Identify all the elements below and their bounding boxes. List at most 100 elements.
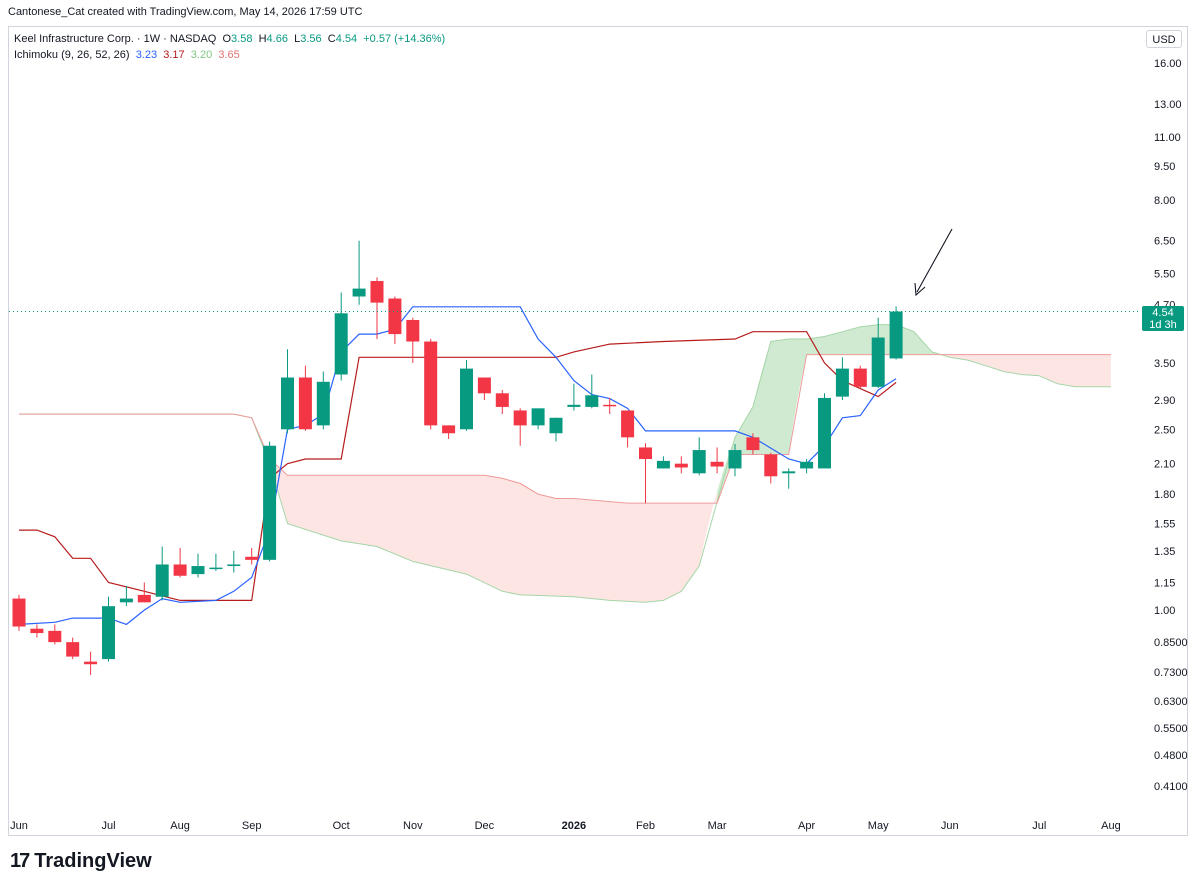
candle-body: [263, 445, 277, 560]
candle-body: [818, 397, 831, 469]
candle-body: [513, 410, 527, 426]
y-axis-tick-label: 2.50: [1154, 424, 1175, 436]
ichimoku-cloud: [19, 414, 257, 429]
candle-body: [692, 450, 706, 474]
candle-body: [567, 404, 581, 407]
bar-countdown: 1d 3h: [1149, 319, 1177, 331]
ichimoku-legend[interactable]: Ichimoku (9, 26, 52, 26) 3.23 3.17 3.20 …: [14, 47, 445, 63]
change-value: +0.57 (+14.36%): [363, 33, 446, 45]
y-axis-tick-label: 1.35: [1154, 546, 1175, 558]
candle-body: [477, 377, 491, 394]
candle-body: [316, 381, 330, 426]
y-axis-tick-label: 0.6300: [1154, 696, 1188, 708]
x-axis-tick-label: Jun: [10, 820, 28, 832]
candle-body: [370, 281, 384, 303]
y-axis-tick-label: 3.50: [1154, 358, 1175, 370]
y-axis-tick-label: 1.15: [1154, 577, 1175, 589]
ichimoku-tenkan-value: 3.23: [135, 49, 158, 61]
x-axis-tick-label: Dec: [475, 820, 495, 832]
x-axis-tick-label: Nov: [403, 820, 423, 832]
y-axis-tick-label: 13.00: [1154, 99, 1182, 111]
ichimoku-cloud: [256, 427, 718, 603]
y-axis-tick-label: 1.55: [1154, 519, 1175, 531]
last-price-value: 4.54: [1152, 307, 1174, 319]
y-axis-tick-label: 0.4100: [1154, 781, 1188, 793]
y-axis-tick-label: 11.00: [1154, 132, 1181, 144]
candle-body: [406, 319, 420, 342]
candle-body: [155, 564, 169, 597]
y-axis-tick-label: 0.7300: [1154, 667, 1188, 679]
x-axis-tick-label: Aug: [170, 820, 190, 832]
y-axis-tick-label: 0.5500: [1154, 723, 1188, 735]
high-label: H: [258, 33, 267, 45]
y-axis-tick-label: 2.90: [1154, 395, 1175, 407]
ichimoku-cloud: [717, 324, 946, 504]
candle-body: [352, 288, 366, 297]
y-axis-tick-label: 16.00: [1154, 58, 1182, 70]
candle-body: [782, 471, 796, 474]
annotation-arrow: [916, 228, 953, 293]
candle-body: [764, 454, 778, 477]
x-axis-tick-label: May: [868, 820, 889, 832]
y-axis-tick-label: 5.50: [1154, 269, 1175, 281]
candle-body: [835, 368, 849, 397]
candle-body: [12, 598, 26, 627]
candle-body: [495, 393, 509, 407]
candle-body: [281, 377, 294, 430]
x-axis-tick-label: Jul: [101, 820, 115, 832]
candle-body: [621, 410, 635, 438]
candle-body: [674, 463, 688, 468]
y-axis-tick-label: 2.10: [1154, 459, 1175, 471]
candle-body: [639, 447, 652, 460]
candle-body: [800, 461, 814, 469]
y-axis-tick-label: 8.00: [1154, 195, 1175, 207]
x-axis-tick-label: Feb: [636, 820, 655, 832]
candle-body: [585, 395, 599, 407]
y-axis-tick-label: 0.8500: [1154, 637, 1188, 649]
x-axis-tick-label: 2026: [562, 820, 586, 832]
candle-body: [531, 408, 545, 426]
close-label: C: [327, 33, 336, 45]
y-axis-tick-label: 1.80: [1154, 489, 1175, 501]
y-axis-tick-label: 6.50: [1154, 236, 1175, 248]
y-axis-tick-label: 1.00: [1154, 605, 1175, 617]
candle-body: [209, 567, 223, 570]
last-price-tag: 4.54 1d 3h: [1142, 306, 1184, 331]
ichimoku-kijun-value: 3.17: [163, 49, 185, 61]
high-value: 4.66: [266, 33, 288, 45]
kijun-sen-line: [19, 331, 897, 602]
annotation-arrow-head: [914, 282, 926, 297]
candle-body: [30, 628, 44, 634]
candle-body: [853, 368, 867, 387]
candle-body: [298, 377, 312, 430]
candle-body: [656, 460, 670, 469]
x-axis-tick-label: Aug: [1101, 820, 1121, 832]
open-value: 3.58: [231, 33, 253, 45]
candle-body: [710, 461, 724, 467]
candle-body: [746, 437, 760, 451]
ichimoku-label: Ichimoku (9, 26, 52, 26): [14, 49, 130, 61]
senkou-span-a-line: [19, 324, 1111, 603]
currency-button[interactable]: USD: [1146, 30, 1182, 48]
x-axis-tick-label: Jun: [941, 820, 959, 832]
candle-body: [245, 556, 259, 560]
ohlc-legend: Keel Infrastructure Corp. · 1W · NASDAQ …: [14, 31, 445, 47]
tradingview-logo[interactable]: 17 TradingView: [10, 850, 152, 873]
ichimoku-span-a-value: 3.20: [190, 49, 213, 61]
y-axis-tick-label: 0.4800: [1154, 750, 1188, 762]
x-axis-tick-label: Jul: [1032, 820, 1046, 832]
candle-body: [424, 341, 438, 426]
candle-body: [173, 564, 187, 576]
candle-body: [66, 642, 80, 657]
candle-body: [889, 311, 903, 359]
candle-body: [549, 417, 563, 434]
candle-body: [84, 661, 98, 665]
symbol-name[interactable]: Keel Infrastructure Corp. · 1W · NASDAQ: [14, 33, 217, 45]
candle-body: [460, 368, 473, 430]
candle-body: [334, 313, 348, 375]
open-label: O: [222, 33, 232, 45]
chart-frame: [8, 26, 1188, 836]
candle-body: [137, 594, 151, 603]
candle-body: [48, 630, 62, 643]
